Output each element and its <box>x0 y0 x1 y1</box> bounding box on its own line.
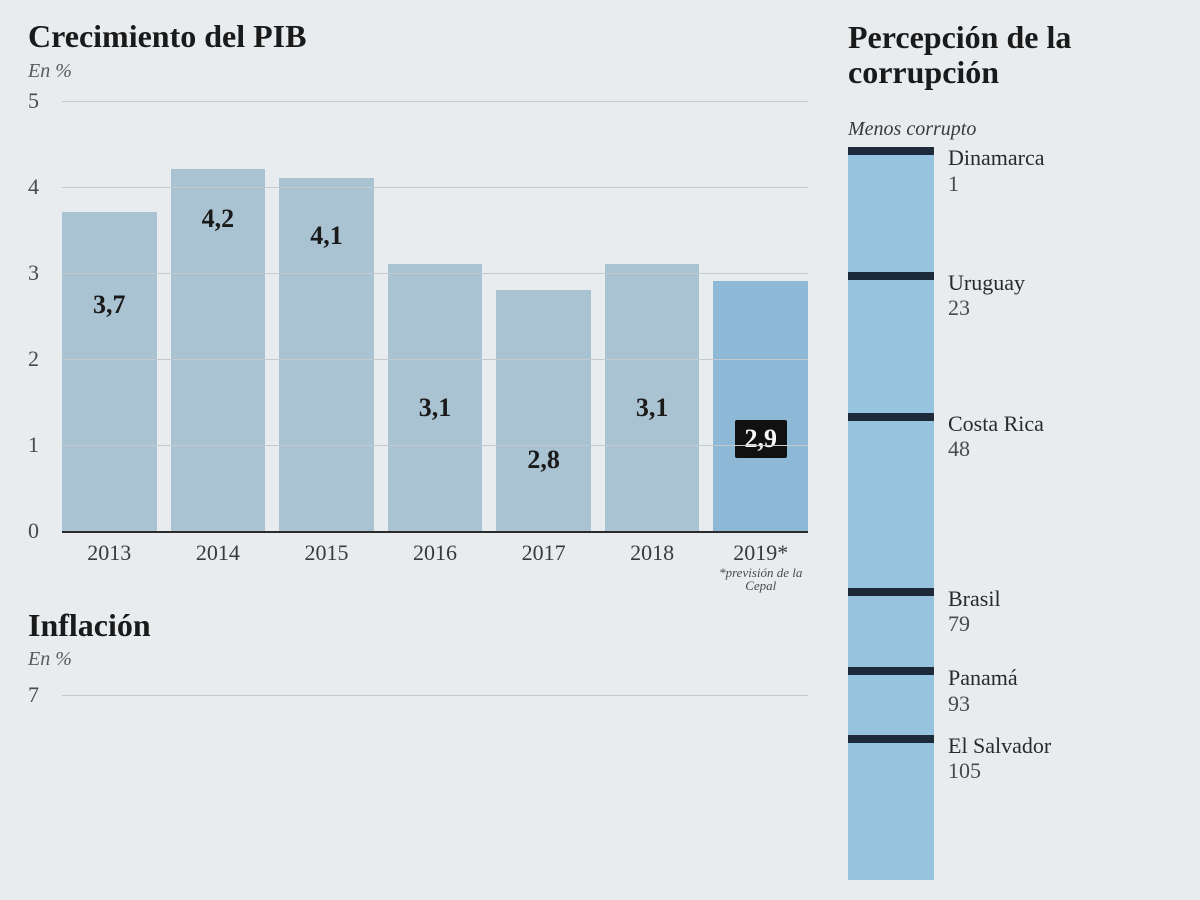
gdp-bar-slot: 3,1 <box>388 264 483 531</box>
gdp-bar-slot: 2,9 <box>713 281 808 530</box>
corruption-entry-rank: 48 <box>948 436 1044 461</box>
corruption-title: Percepción de la corrupción <box>848 20 1172 90</box>
corruption-scale-tick <box>848 735 934 743</box>
gdp-bar-slot: 4,1 <box>279 178 374 531</box>
gdp-y-tick: 4 <box>28 174 39 200</box>
gdp-gridline <box>62 445 808 446</box>
gdp-bar-value: 4,2 <box>202 204 235 234</box>
corruption-scale-entry: Panamá93 <box>948 665 1018 716</box>
gdp-gridline <box>62 187 808 188</box>
corruption-scale: Dinamarca1Uruguay23Costa Rica48Brasil79P… <box>848 151 1172 880</box>
gdp-bar-slot: 4,2 <box>171 169 266 530</box>
corruption-scale-tick <box>848 413 934 421</box>
gdp-gridline <box>62 273 808 274</box>
gdp-y-tick: 3 <box>28 260 39 286</box>
gdp-bar-value: 2,8 <box>527 445 560 475</box>
corruption-scale-entry: Brasil79 <box>948 586 1001 637</box>
corruption-entry-name: Costa Rica <box>948 411 1044 436</box>
inflation-subtitle: En % <box>28 648 808 671</box>
corruption-scale-tick <box>848 272 934 280</box>
gdp-gridline <box>62 359 808 360</box>
corruption-scale-entry: Costa Rica48 <box>948 411 1044 462</box>
gdp-x-label: 2015 <box>279 535 374 581</box>
gdp-bar-slot: 3,7 <box>62 212 157 530</box>
gdp-subtitle: En % <box>28 60 808 83</box>
gdp-x-labels: 2013 2014 2015 2016 2017 2018 2019**previsión … <box>62 535 808 581</box>
gdp-x-label: 2014 <box>171 535 266 581</box>
gdp-bar-slot: 2,8 <box>496 290 591 531</box>
gdp-y-tick: 2 <box>28 346 39 372</box>
corruption-entry-rank: 105 <box>948 758 1051 783</box>
gdp-bar-value: 3,1 <box>636 393 669 423</box>
inflation-y-tick: 7 <box>28 682 39 708</box>
inflation-section: Inflación En % 7 <box>28 609 808 702</box>
gdp-baseline <box>62 531 808 533</box>
gdp-x-label: 2013 <box>62 535 157 581</box>
inflation-title: Inflación <box>28 609 808 643</box>
corruption-subtitle-top: Menos corrupto <box>848 118 1172 141</box>
gdp-bar-value: 3,7 <box>93 290 126 320</box>
gdp-bar-slot: 3,1 <box>605 264 700 531</box>
page-layout: Crecimiento del PIB En % 012345 3,74,24,… <box>28 20 1172 880</box>
corruption-scale-entry: Uruguay23 <box>948 270 1025 321</box>
gdp-bar-value: 3,1 <box>419 393 452 423</box>
corruption-scale-bar <box>848 151 934 880</box>
gdp-gridline <box>62 101 808 102</box>
left-column: Crecimiento del PIB En % 0 1 2 3 4 5 3,7 4,2 4,… <box>28 20 808 880</box>
corruption-entry-rank: 23 <box>948 295 1025 320</box>
gdp-y-tick: 1 <box>28 432 39 458</box>
gdp-x-label: 2017 <box>496 535 591 581</box>
corruption-entry-name: Panamá <box>948 665 1018 690</box>
right-column: Percepción de la corrupción Menos corrup… <box>848 20 1172 880</box>
corruption-scale-tick <box>848 588 934 596</box>
corruption-entry-name: Uruguay <box>948 270 1025 295</box>
gdp-bar <box>713 281 808 530</box>
gdp-x-label: 2019**previsión de la Cepal <box>713 535 808 581</box>
gdp-y-tick: 0 <box>28 518 39 544</box>
gdp-bar-chart: 012345 3,74,24,13,12,83,12,9 20132014201… <box>28 101 808 581</box>
gdp-bar <box>62 212 157 530</box>
corruption-entry-rank: 1 <box>948 171 1045 196</box>
gdp-bars: 3,7 4,2 4,1 3,1 2,8 3,1 2,9 <box>62 101 808 531</box>
corruption-scale-tick <box>848 147 934 155</box>
gdp-y-axis: 012345 <box>28 101 58 531</box>
gdp-y-tick: 5 <box>28 88 39 114</box>
corruption-entry-name: El Salvador <box>948 733 1051 758</box>
corruption-entry-rank: 79 <box>948 611 1001 636</box>
corruption-scale-tick <box>848 667 934 675</box>
corruption-scale-entry: El Salvador105 <box>948 733 1051 784</box>
gdp-title: Crecimiento del PIB <box>28 20 808 54</box>
corruption-entry-name: Brasil <box>948 586 1001 611</box>
corruption-scale-entry: Dinamarca1 <box>948 145 1045 196</box>
gdp-bar-value-highlight: 2,9 <box>735 420 788 458</box>
gdp-x-label: 2016 <box>388 535 483 581</box>
gdp-bar-value: 4,1 <box>310 221 343 251</box>
corruption-entry-rank: 93 <box>948 691 1018 716</box>
inflation-chart-fragment: 7 <box>28 689 808 701</box>
inflation-gridline <box>62 695 808 696</box>
gdp-x-label-note: *previsión de la Cepal <box>713 566 808 593</box>
gdp-x-label: 2018 <box>605 535 700 581</box>
gdp-bar <box>496 290 591 531</box>
corruption-entry-name: Dinamarca <box>948 145 1045 170</box>
